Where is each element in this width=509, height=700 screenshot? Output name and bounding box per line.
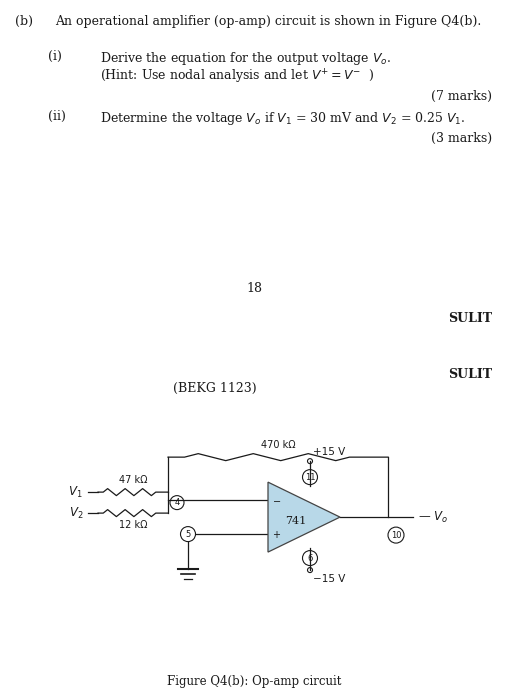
Text: 470 kΩ: 470 kΩ xyxy=(261,440,295,450)
Text: 12 kΩ: 12 kΩ xyxy=(119,520,147,530)
Text: Figure Q4(b): Op-amp circuit: Figure Q4(b): Op-amp circuit xyxy=(167,675,341,688)
Text: $V_1$: $V_1$ xyxy=(69,484,83,500)
Text: (Hint: Use nodal analysis and let $V^{+} = V^{-}$  ): (Hint: Use nodal analysis and let $V^{+}… xyxy=(100,68,375,86)
Text: +15 V: +15 V xyxy=(313,447,345,457)
Text: 5: 5 xyxy=(185,530,191,538)
Text: $V_2$: $V_2$ xyxy=(69,505,83,521)
Text: (ii): (ii) xyxy=(48,110,66,123)
Text: (7 marks): (7 marks) xyxy=(431,90,492,103)
Text: 47 kΩ: 47 kΩ xyxy=(119,475,147,485)
Text: 741: 741 xyxy=(286,516,306,526)
Text: 10: 10 xyxy=(391,531,401,540)
Text: (3 marks): (3 marks) xyxy=(431,132,492,145)
Text: (BEKG 1123): (BEKG 1123) xyxy=(173,382,257,396)
Text: (b): (b) xyxy=(15,15,33,28)
Text: 11: 11 xyxy=(305,473,315,482)
Text: 4: 4 xyxy=(175,498,180,507)
Text: Derive the equation for the output voltage $V_o$.: Derive the equation for the output volta… xyxy=(100,50,391,67)
Text: $-$: $-$ xyxy=(272,495,281,505)
Text: (i): (i) xyxy=(48,50,62,63)
Text: An operational amplifier (op-amp) circuit is shown in Figure Q4(b).: An operational amplifier (op-amp) circui… xyxy=(55,15,481,28)
Text: SULIT: SULIT xyxy=(448,312,492,325)
Text: SULIT: SULIT xyxy=(448,368,492,382)
Polygon shape xyxy=(268,482,340,552)
Text: −15 V: −15 V xyxy=(313,574,346,584)
Text: 6: 6 xyxy=(307,554,313,563)
Text: Determine the voltage $V_o$ if $V_1$ = 30 mV and $V_2$ = 0.25 $V_1$.: Determine the voltage $V_o$ if $V_1$ = 3… xyxy=(100,110,465,127)
Text: $+$: $+$ xyxy=(272,528,281,540)
Text: — $V_o$: — $V_o$ xyxy=(418,510,448,525)
Text: 18: 18 xyxy=(246,282,262,295)
